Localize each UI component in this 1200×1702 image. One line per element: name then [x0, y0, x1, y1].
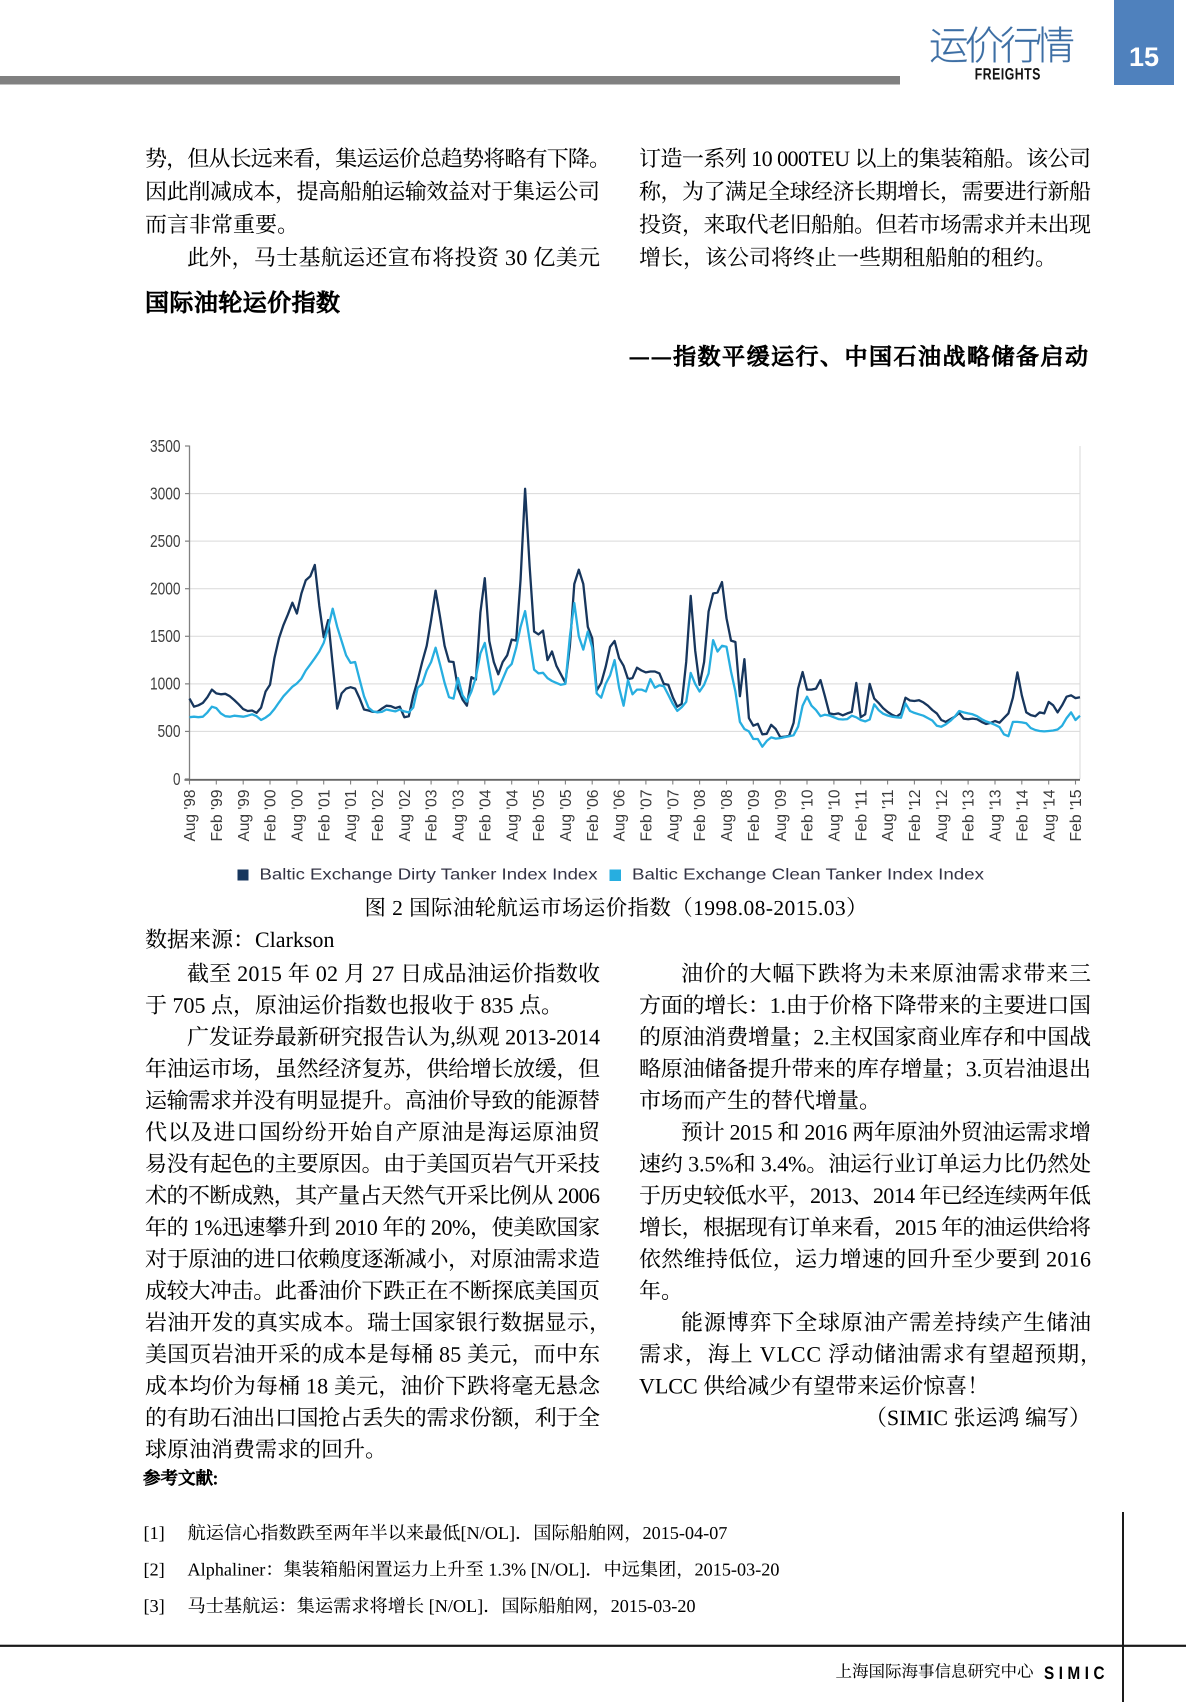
svg-text:Feb '99: Feb '99 — [209, 790, 226, 842]
svg-text:Feb '00: Feb '00 — [263, 790, 280, 842]
svg-text:Aug '09: Aug '09 — [773, 790, 790, 842]
svg-text:Feb '03: Feb '03 — [424, 790, 441, 842]
svg-text:Feb '15: Feb '15 — [1068, 790, 1085, 842]
svg-text:Aug '07: Aug '07 — [665, 790, 682, 842]
svg-text:500: 500 — [158, 721, 181, 741]
svg-text:Feb '04: Feb '04 — [477, 789, 494, 842]
svg-text:Aug '04: Aug '04 — [504, 789, 521, 841]
svg-text:Aug '05: Aug '05 — [558, 790, 575, 842]
svg-text:Feb '02: Feb '02 — [370, 790, 387, 842]
svg-text:2500: 2500 — [150, 531, 181, 551]
svg-text:Feb '10: Feb '10 — [800, 790, 817, 842]
svg-text:Aug '11: Aug '11 — [880, 790, 897, 842]
svg-text:Feb '05: Feb '05 — [531, 790, 548, 842]
svg-text:0: 0 — [173, 769, 181, 789]
svg-text:Aug '03: Aug '03 — [451, 790, 468, 842]
svg-text:Aug '14: Aug '14 — [1041, 789, 1058, 841]
svg-text:Feb '11: Feb '11 — [853, 790, 870, 842]
svg-text:3500: 3500 — [150, 436, 181, 456]
svg-text:Feb '12: Feb '12 — [907, 790, 924, 842]
svg-text:Aug '06: Aug '06 — [612, 790, 629, 842]
svg-text:15: 15 — [1129, 42, 1159, 72]
svg-text:Feb '09: Feb '09 — [746, 790, 763, 842]
svg-text:Aug '02: Aug '02 — [397, 790, 414, 842]
svg-text:Feb '06: Feb '06 — [585, 790, 602, 842]
svg-text:1000: 1000 — [150, 674, 181, 694]
svg-text:Aug '01: Aug '01 — [343, 790, 360, 842]
svg-text:Aug '12: Aug '12 — [934, 790, 951, 842]
svg-text:Aug '98: Aug '98 — [182, 790, 199, 842]
svg-text:Feb '13: Feb '13 — [961, 790, 978, 842]
svg-text:Baltic Exchange Dirty Tanker I: Baltic Exchange Dirty Tanker Index Index — [260, 867, 598, 884]
svg-text:3000: 3000 — [150, 483, 181, 503]
svg-text:Baltic Exchange Clean Tanker I: Baltic Exchange Clean Tanker Index Index — [632, 867, 984, 884]
svg-text:Aug '13: Aug '13 — [988, 790, 1005, 842]
svg-text:Aug '10: Aug '10 — [827, 790, 844, 842]
svg-text:Feb '01: Feb '01 — [316, 790, 333, 842]
svg-text:Feb '14: Feb '14 — [1014, 789, 1031, 842]
svg-text:2000: 2000 — [150, 579, 181, 599]
svg-text:Aug '00: Aug '00 — [290, 790, 307, 842]
svg-text:1500: 1500 — [150, 626, 181, 646]
svg-text:Feb '08: Feb '08 — [692, 790, 709, 842]
svg-text:Aug '99: Aug '99 — [236, 790, 253, 842]
svg-text:Feb '07: Feb '07 — [639, 790, 656, 842]
svg-text:Aug '08: Aug '08 — [719, 790, 736, 842]
